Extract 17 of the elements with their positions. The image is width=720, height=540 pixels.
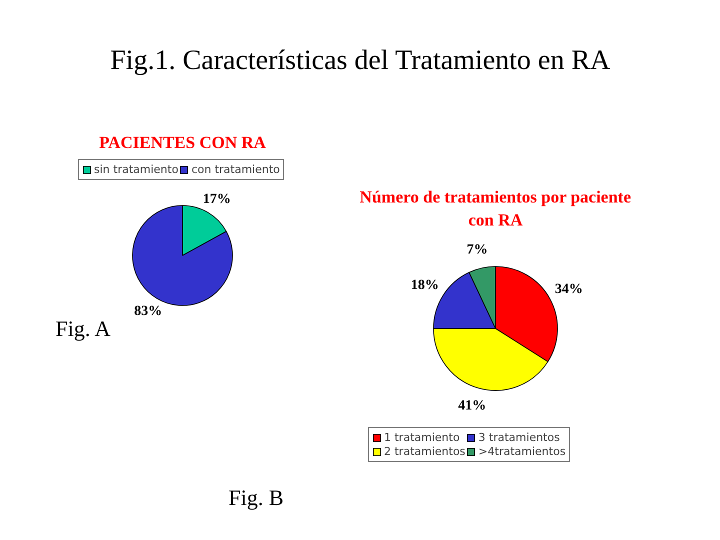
legend-label: con tratamiento [191, 163, 280, 176]
caption: Fig.1. Características del Tratamiento en RA [110, 45, 612, 76]
legend-label: sin tratamiento [94, 163, 178, 176]
legend-label: >4tratamientos [478, 445, 566, 458]
legend-label: 3 tratamientos [478, 431, 560, 444]
chart-title: Número de tratamientos por paciente con RA [360, 188, 632, 230]
data-label: 34% [554, 282, 583, 298]
data-label: 18% [410, 278, 439, 293]
data-label: 83% [134, 304, 162, 319]
data-label: 17% [202, 192, 231, 208]
text: Fig. B [228, 485, 284, 510]
text: Fig. A [56, 316, 111, 341]
data-label: 41% [458, 398, 486, 414]
legend-label: 2 tratamientos [384, 445, 466, 458]
data-label: 7% [466, 242, 488, 258]
chart-title: PACIENTES CON RA [99, 133, 267, 152]
legend-label: 1 tratamiento [384, 431, 460, 444]
